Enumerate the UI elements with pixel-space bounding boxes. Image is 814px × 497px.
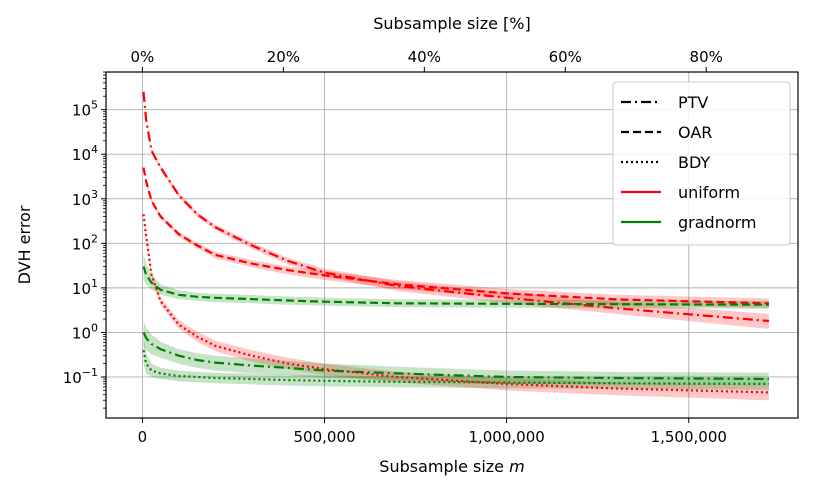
x-tick-label: 500,000 [294,428,356,446]
y-tick-exponent: 2 [91,232,98,245]
legend-box [612,81,791,246]
legend-label-gradnorm: gradnorm [678,213,757,232]
band-bdy-gradnorm [143,336,769,390]
y-tick-label: 100 [72,321,98,342]
y-tick-exponent: 0 [91,321,98,334]
line-bdy-uniform [142,214,769,394]
axis-ticks: 0 500,000 1,000,000 1,500,000 0% 20% 40% 60% 80%… [63,48,727,446]
y-tick-label: 103 [72,188,98,209]
y-tick-base: 10 [72,235,91,253]
y-tick-label: 104 [72,143,98,164]
y-tick-label: 10−1 [63,366,98,387]
x2-tick-label: 60% [549,48,582,66]
x-axis-label: Subsample size m [379,457,524,476]
x2-tick-label: 0% [131,48,155,66]
legend-label-uniform: uniform [678,183,740,202]
legend: PTV OAR BDY uniform gradnorm [612,81,791,246]
y-tick-exponent: −1 [82,366,98,379]
y-tick-exponent: 3 [91,188,98,201]
y-tick-label: 101 [72,277,98,298]
x2-axis-label: Subsample size [%] [373,14,531,33]
y-tick-base: 10 [72,191,91,209]
line-oar-gradnorm [142,266,769,306]
legend-label-ptv: PTV [678,93,708,112]
y-tick-label: 102 [72,232,98,253]
y-tick-base: 10 [72,102,91,120]
line-ptv-gradnorm [142,331,769,381]
y-tick-base: 10 [72,146,91,164]
x-tick-label: 1,500,000 [651,428,727,446]
line-oar-uniform [142,167,769,305]
x-tick-label: 0 [138,428,148,446]
legend-label-oar: OAR [678,123,712,142]
y-tick-exponent: 1 [91,277,98,290]
y-tick-label: 105 [72,99,98,120]
line-ptv-uniform [142,91,769,323]
y-tick-base: 10 [63,369,82,387]
y-tick-base: 10 [72,324,91,342]
x2-tick-label: 80% [690,48,723,66]
legend-label-bdy: BDY [678,153,710,172]
series-lines [142,91,769,394]
line-bdy-gradnorm [142,349,769,385]
y-tick-exponent: 4 [91,143,98,156]
x2-tick-label: 20% [267,48,300,66]
x2-tick-label: 40% [408,48,441,66]
band-oar-gradnorm [143,253,769,309]
y-tick-exponent: 5 [91,99,98,112]
y-tick-base: 10 [72,280,91,298]
y-axis-label: DVH error [15,205,34,284]
x-tick-label: 1,000,000 [468,428,544,446]
